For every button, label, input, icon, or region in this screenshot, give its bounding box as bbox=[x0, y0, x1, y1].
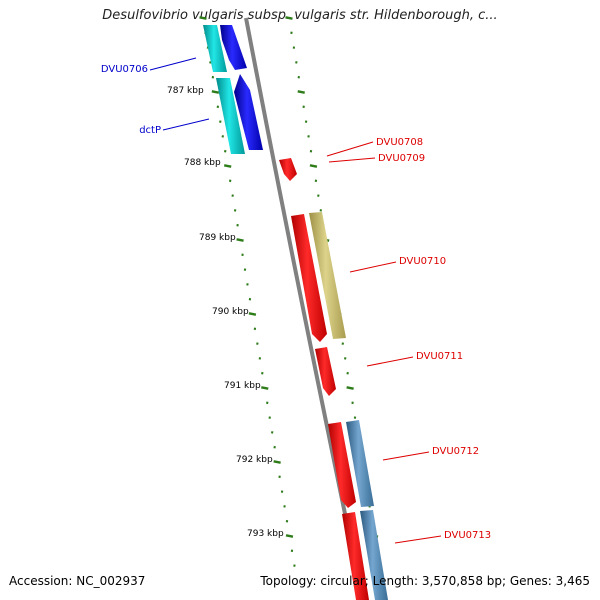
gene-label-dvu0708[interactable]: DVU0708 bbox=[376, 137, 423, 148]
cds-dvu0713-steel bbox=[360, 510, 388, 600]
scale-label-790: 790 kbp bbox=[212, 307, 249, 317]
gene-label-dvu0706[interactable]: DVU0706 bbox=[101, 64, 148, 75]
inner-tick bbox=[285, 534, 294, 538]
leader-dvu0706 bbox=[149, 57, 197, 71]
cds-dvu0712-steel bbox=[346, 420, 374, 507]
inner-tick bbox=[248, 312, 257, 316]
cds-dvu0712-red bbox=[328, 422, 356, 508]
leader-dvu0712 bbox=[382, 451, 430, 461]
backbone-line bbox=[244, 17, 365, 600]
cds-dvu0706-blue bbox=[220, 25, 247, 70]
scale-label-792: 792 kbp bbox=[236, 455, 273, 465]
gene-label-dvu0709[interactable]: DVU0709 bbox=[378, 153, 425, 164]
inner-tick-ring bbox=[199, 16, 296, 567]
outer-tick bbox=[309, 164, 318, 168]
scale-label-791: 791 kbp bbox=[224, 381, 261, 391]
leader-dvu0713 bbox=[394, 535, 442, 544]
map-title: Desulfovibrio vulgaris subsp. vulgaris s… bbox=[102, 8, 498, 23]
cds-dvu0713-red bbox=[342, 512, 369, 600]
inner-tick bbox=[273, 460, 281, 464]
accession-text: Accession: NC_002937 bbox=[9, 574, 146, 588]
forward-strand-features bbox=[203, 25, 263, 154]
cds-dvu0709-dvu0710-red bbox=[291, 214, 327, 342]
inner-tick bbox=[236, 238, 244, 242]
cds-dvu0710-khaki bbox=[309, 212, 346, 339]
inner-tick bbox=[223, 164, 232, 168]
scale-label-793: 793 kbp bbox=[247, 529, 284, 539]
genome-stats-text: Topology: circular; Length: 3,570,858 bp… bbox=[260, 574, 590, 588]
gene-label-dvu0713[interactable]: DVU0713 bbox=[444, 530, 491, 541]
outer-tick bbox=[297, 90, 305, 94]
outer-tick bbox=[285, 16, 293, 20]
inner-tick bbox=[261, 386, 269, 390]
scale-label-788: 788 kbp bbox=[184, 158, 221, 168]
leader-dvu0709 bbox=[328, 157, 376, 163]
cds-dvu0706-cyan bbox=[203, 25, 227, 72]
cds-dctp-cyan bbox=[216, 78, 245, 154]
gene-label-dvu0712[interactable]: DVU0712 bbox=[432, 446, 479, 457]
cds-dvu0708 bbox=[279, 158, 297, 181]
scale-labels: 787 kbp 788 kbp 789 kbp 790 kbp 791 kbp … bbox=[167, 86, 284, 539]
scale-label-789: 789 kbp bbox=[199, 233, 236, 243]
leader-dvu0708 bbox=[326, 141, 374, 157]
inner-tick bbox=[199, 16, 207, 20]
gene-labels: DVU0706 dctP DVU0708 DVU0709 DVU0710 DVU… bbox=[101, 64, 491, 541]
leader-dctp bbox=[162, 118, 210, 131]
scale-label-787: 787 kbp bbox=[167, 86, 204, 96]
reverse-strand-features bbox=[279, 158, 388, 600]
cds-dvu0711 bbox=[315, 347, 336, 396]
gene-label-dvu0711[interactable]: DVU0711 bbox=[416, 351, 463, 362]
leader-dvu0711 bbox=[366, 356, 414, 367]
gene-label-dvu0710[interactable]: DVU0710 bbox=[399, 256, 446, 267]
gene-label-dctp[interactable]: dctP bbox=[139, 125, 161, 136]
outer-tick bbox=[346, 386, 354, 390]
gene-label-leaders bbox=[149, 57, 442, 544]
leader-dvu0710 bbox=[349, 261, 397, 273]
inner-tick bbox=[211, 90, 220, 94]
cds-dctp-blue bbox=[234, 74, 263, 150]
